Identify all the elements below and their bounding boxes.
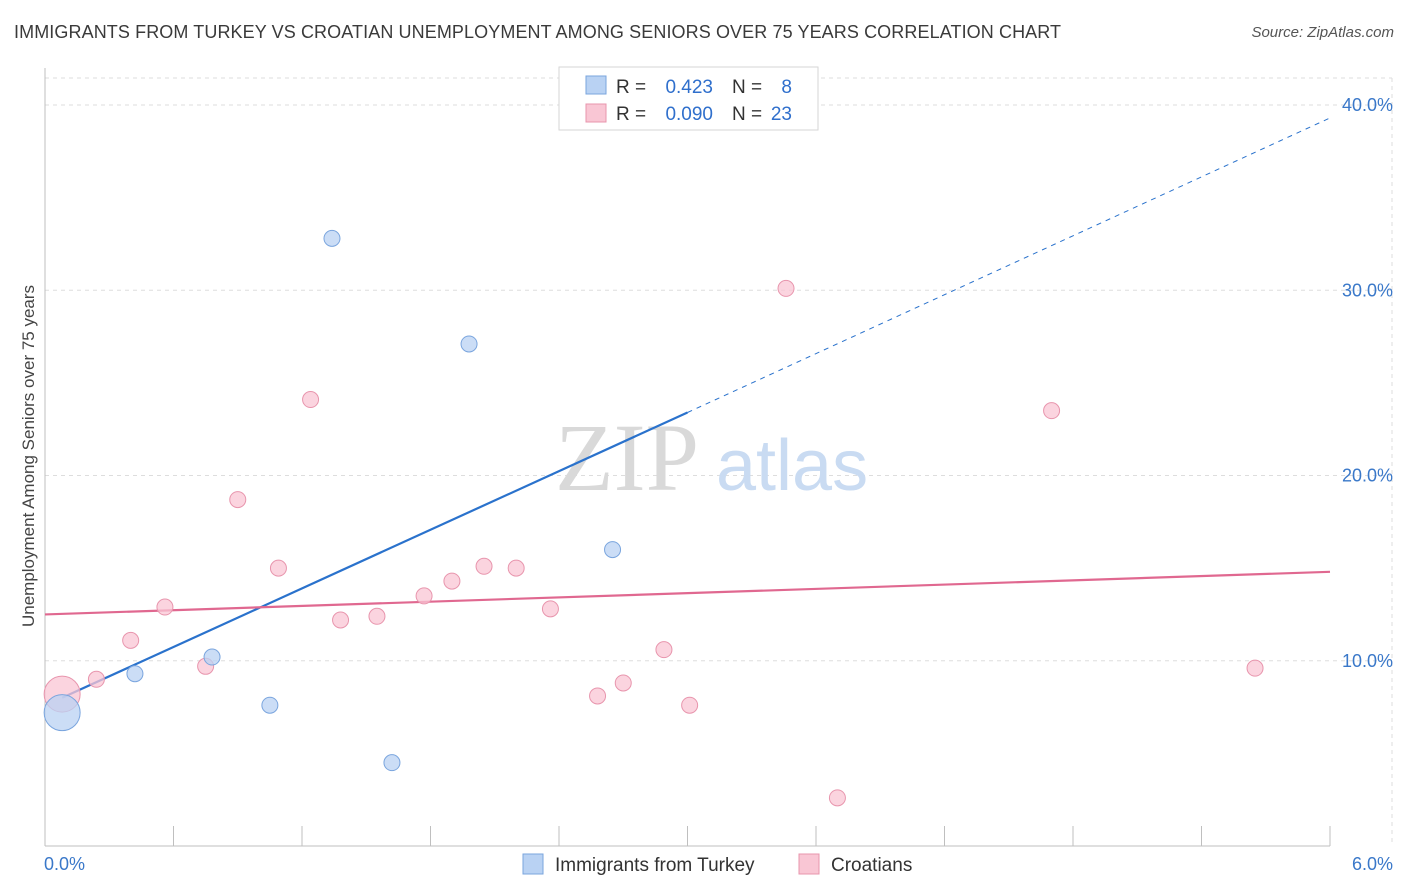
trend-lines [44, 117, 1331, 699]
bottom-legend-swatch-turkey [522, 853, 544, 875]
bottom-legend-label-croatian: Croatians [831, 855, 912, 876]
y-tick-label: 30.0% [1342, 280, 1393, 300]
point-croatian [614, 674, 632, 692]
y-tick-label: 10.0% [1342, 651, 1393, 671]
point-croatian [87, 670, 105, 688]
legend-swatch-croatian [585, 103, 607, 123]
point-croatian [589, 687, 607, 705]
legend-n-value-2: 23 [771, 104, 792, 125]
point-croatian [655, 641, 673, 659]
point-turkey [323, 229, 341, 247]
legend-r-label-2: R = [616, 104, 646, 125]
y-axis-title: Unemployment Among Seniors over 75 years [19, 285, 38, 627]
y-tick-label: 20.0% [1342, 466, 1393, 486]
point-croatian [269, 559, 287, 577]
chart-title: IMMIGRANTS FROM TURKEY VS CROATIAN UNEMP… [14, 22, 1062, 42]
point-croatian [302, 391, 320, 409]
data-points [43, 229, 1264, 807]
point-croatian [541, 600, 559, 618]
point-croatian [368, 607, 386, 625]
watermark-zip: ZIP [555, 404, 699, 511]
point-croatian [415, 587, 433, 605]
point-croatian [475, 557, 493, 575]
watermark-atlas: atlas [716, 426, 868, 506]
point-turkey [43, 694, 81, 732]
point-croatian [156, 598, 174, 616]
point-croatian [1043, 402, 1061, 420]
x-tick-label: 6.0% [1352, 854, 1393, 874]
point-turkey [261, 696, 279, 714]
legend-n-label-1: N = [732, 77, 762, 98]
trend-line-turkey-extension [687, 117, 1331, 413]
point-croatian [122, 631, 140, 649]
point-turkey [126, 665, 144, 683]
source-credit: Source: ZipAtlas.com [1251, 24, 1394, 41]
point-turkey [604, 541, 622, 559]
point-croatian [229, 491, 247, 509]
x-tick-labels: 0.0% 6.0% [44, 854, 1393, 874]
point-turkey [460, 335, 478, 353]
legend-r-value-2: 0.090 [665, 104, 713, 125]
point-croatian [443, 572, 461, 590]
point-croatian [777, 279, 795, 297]
point-turkey [383, 754, 401, 772]
legend-r-label-1: R = [616, 77, 646, 98]
legend-swatch-turkey [585, 75, 607, 95]
point-croatian [1246, 659, 1264, 677]
gridlines [45, 77, 1393, 846]
legend-r-value-1: 0.423 [665, 77, 713, 98]
point-croatian [828, 789, 846, 807]
legend-n-label-2: N = [732, 104, 762, 125]
bottom-legend: Immigrants from Turkey Croatians [522, 853, 912, 876]
legend-n-value-1: 8 [781, 77, 792, 98]
point-croatian [332, 611, 350, 629]
bottom-legend-label-turkey: Immigrants from Turkey [555, 855, 755, 876]
y-tick-labels: 10.0% 20.0% 30.0% 40.0% [1342, 95, 1393, 671]
point-croatian [681, 696, 699, 714]
trend-line-turkey [61, 411, 688, 699]
x-tick-label: 0.0% [44, 854, 85, 874]
bottom-legend-swatch-croatian [798, 853, 820, 875]
point-turkey [203, 648, 221, 666]
point-croatian [507, 559, 525, 577]
y-tick-label: 40.0% [1342, 95, 1393, 115]
legend-box: R = 0.423 N = 8 R = 0.090 N = 23 [558, 66, 819, 131]
trend-line-croatian [44, 570, 1331, 616]
